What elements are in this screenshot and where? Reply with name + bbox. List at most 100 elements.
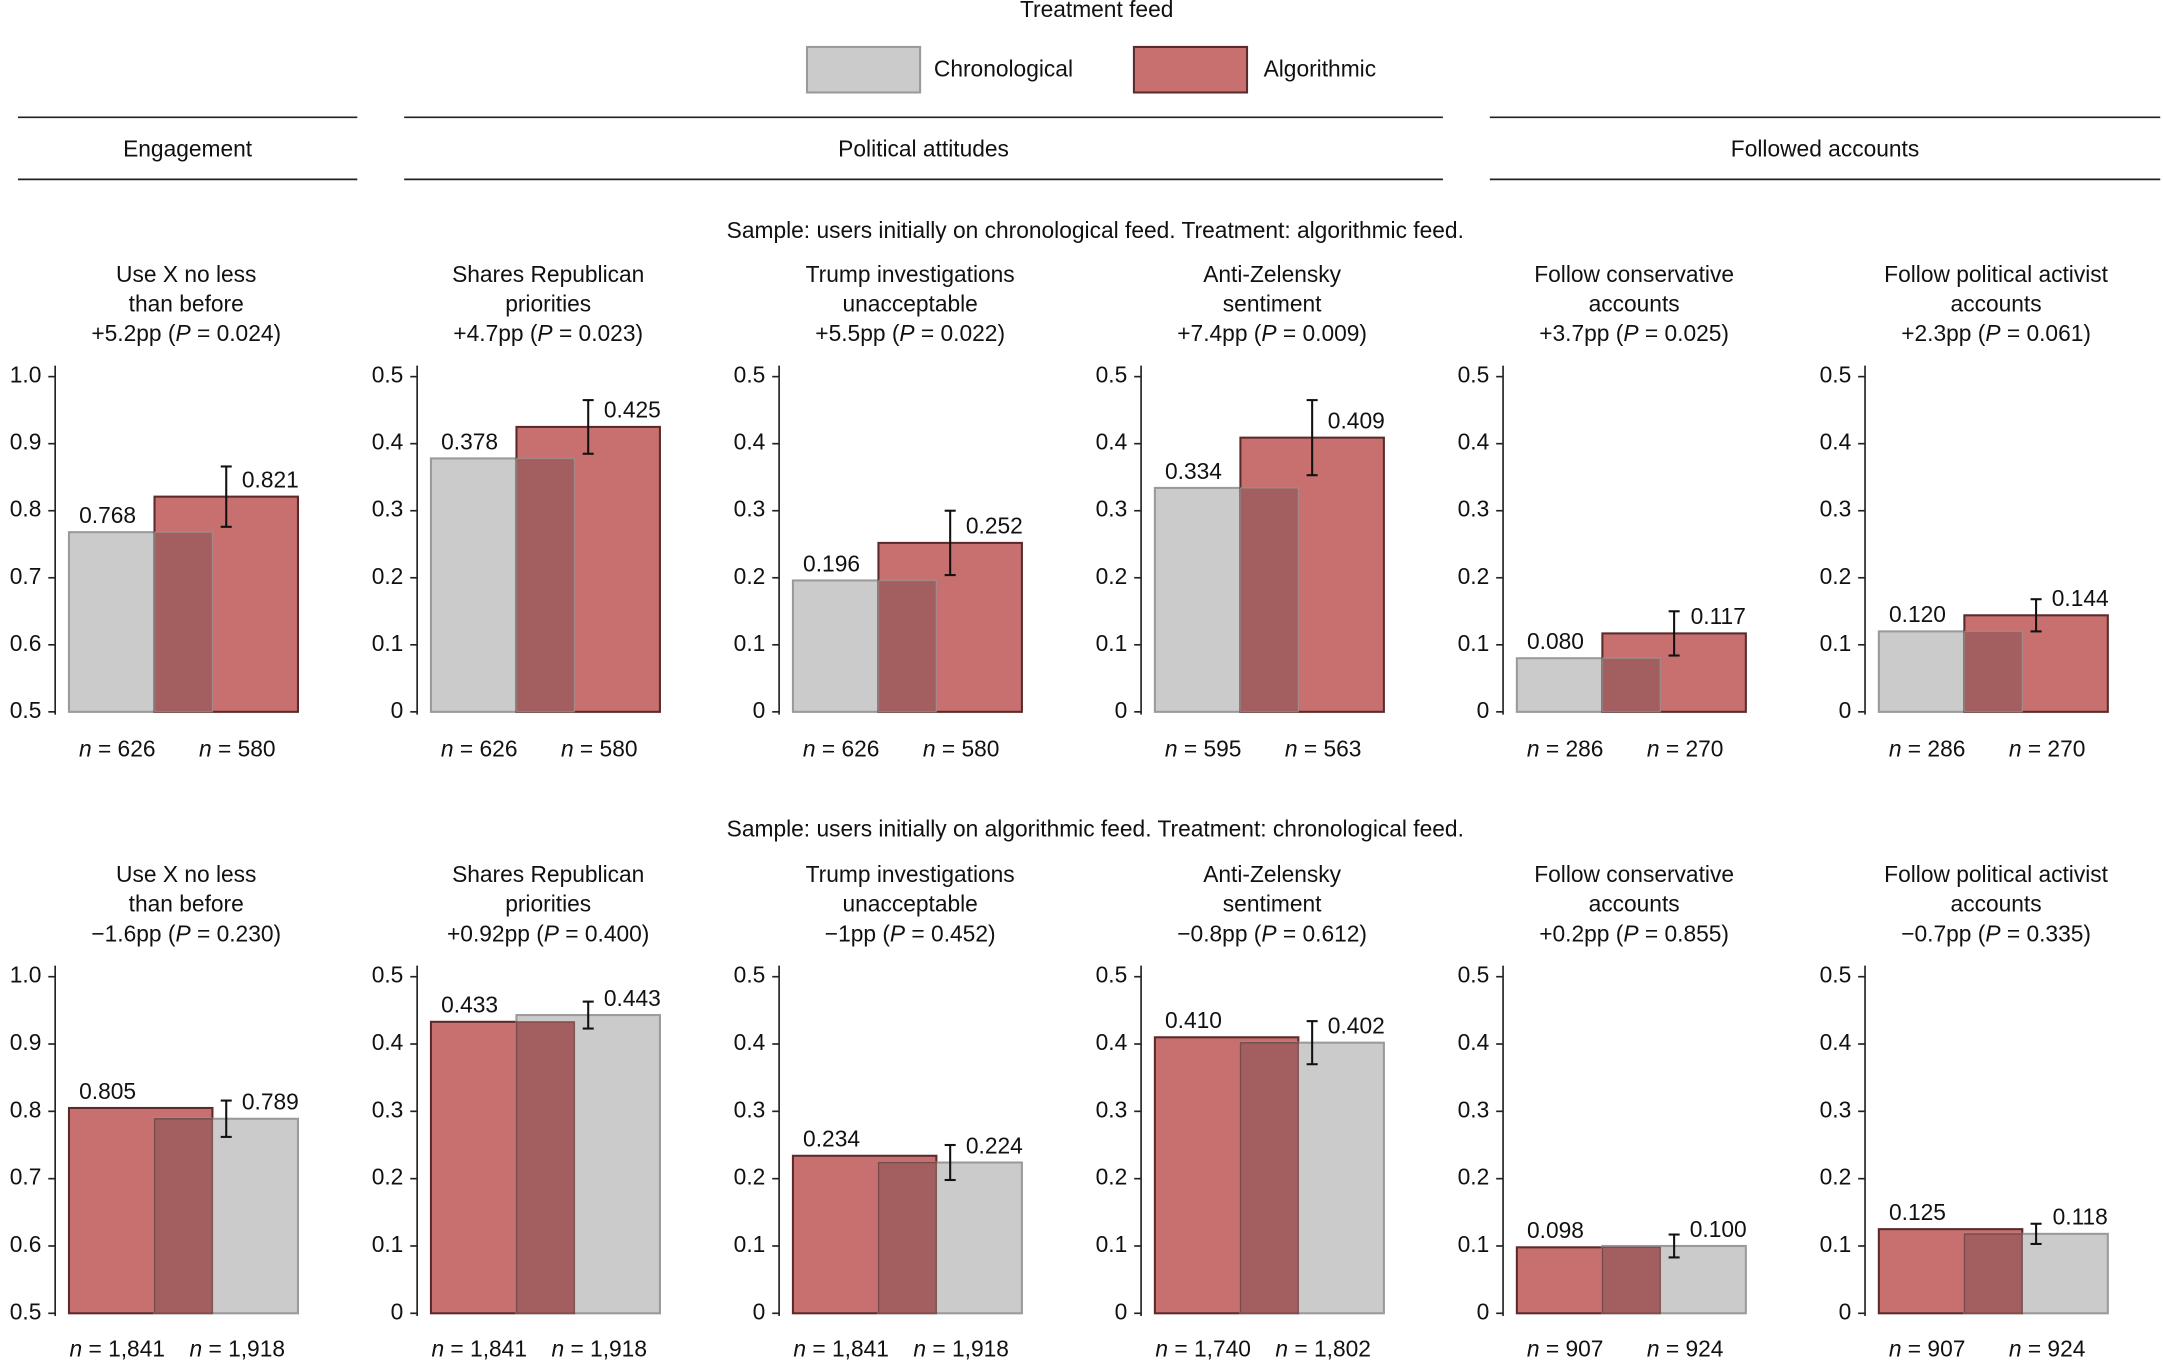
value-label: 0.805 bbox=[79, 1078, 136, 1104]
y-tick-label: 0.1 bbox=[1820, 1231, 1852, 1257]
y-tick-label: 0.6 bbox=[10, 630, 42, 656]
panel-title: priorities bbox=[505, 291, 591, 317]
panel-subtitle: +3.7pp (P = 0.025) bbox=[1539, 320, 1729, 346]
panel-subtitle: +7.4pp (P = 0.009) bbox=[1177, 320, 1367, 346]
y-tick-label: 0.3 bbox=[734, 1096, 766, 1122]
value-label: 0.098 bbox=[1527, 1217, 1584, 1243]
panel-title: Trump investigations bbox=[806, 861, 1015, 887]
value-label: 0.125 bbox=[1889, 1199, 1946, 1225]
x-tick-label: n = 626 bbox=[441, 735, 518, 761]
y-tick-label: 0.8 bbox=[10, 496, 42, 522]
y-tick-label: 0.3 bbox=[372, 496, 404, 522]
value-label: 0.080 bbox=[1527, 628, 1584, 654]
panel-subtitle: −0.8pp (P = 0.612) bbox=[1177, 920, 1367, 946]
panel-subtitle: −1.6pp (P = 0.230) bbox=[91, 920, 281, 946]
y-tick-label: 0.1 bbox=[372, 1231, 404, 1257]
bar-overlap bbox=[1239, 487, 1300, 713]
y-tick-label: 0.1 bbox=[734, 1231, 766, 1257]
y-tick-label: 0 bbox=[753, 1298, 766, 1324]
y-tick-label: 0.5 bbox=[10, 697, 42, 723]
value-label: 0.821 bbox=[242, 466, 299, 492]
y-tick-label: 0 bbox=[1839, 697, 1852, 723]
panel-title: Follow political activist bbox=[1884, 861, 2108, 887]
y-tick-label: 0.7 bbox=[10, 1164, 42, 1190]
y-tick-label: 0.3 bbox=[1096, 1096, 1128, 1122]
value-label: 0.144 bbox=[2052, 585, 2109, 611]
x-tick-label: n = 924 bbox=[2009, 1336, 2086, 1362]
panel-title: Anti-Zelensky bbox=[1203, 261, 1341, 287]
x-tick-label: n = 924 bbox=[1647, 1336, 1724, 1362]
panel-subtitle: +0.92pp (P = 0.400) bbox=[447, 920, 649, 946]
x-tick-label: n = 563 bbox=[1285, 735, 1362, 761]
bar-overlap bbox=[1239, 1041, 1300, 1314]
y-tick-label: 0.2 bbox=[1458, 563, 1490, 589]
panel-title: than before bbox=[129, 891, 244, 917]
y-tick-label: 0.5 bbox=[10, 1298, 42, 1324]
y-tick-label: 0.1 bbox=[372, 630, 404, 656]
panel-title: Follow conservative bbox=[1534, 261, 1734, 287]
value-label: 0.196 bbox=[803, 550, 860, 576]
value-label: 0.224 bbox=[966, 1132, 1023, 1158]
y-tick-label: 0.4 bbox=[1458, 429, 1490, 455]
y-tick-label: 0.3 bbox=[734, 496, 766, 522]
x-tick-label: n = 595 bbox=[1165, 735, 1242, 761]
y-tick-label: 0.1 bbox=[1458, 630, 1490, 656]
value-label: 0.410 bbox=[1165, 1007, 1222, 1033]
panel-title: unacceptable bbox=[842, 891, 977, 917]
x-tick-label: n = 1,918 bbox=[190, 1336, 286, 1362]
bar-overlap bbox=[515, 457, 576, 713]
x-tick-label: n = 270 bbox=[2009, 735, 2086, 761]
value-label: 0.402 bbox=[1328, 1013, 1385, 1039]
panel-subtitle: +5.5pp (P = 0.022) bbox=[815, 320, 1005, 346]
panel-title: priorities bbox=[505, 891, 591, 917]
y-tick-label: 0.2 bbox=[1096, 563, 1128, 589]
y-tick-label: 0.2 bbox=[734, 563, 766, 589]
x-tick-label: n = 626 bbox=[803, 735, 880, 761]
y-tick-label: 0.4 bbox=[1458, 1029, 1490, 1055]
panel-title: unacceptable bbox=[842, 291, 977, 317]
y-tick-label: 0.2 bbox=[1096, 1164, 1128, 1190]
x-tick-label: n = 286 bbox=[1889, 735, 1966, 761]
x-tick-label: n = 270 bbox=[1647, 735, 1724, 761]
y-tick-label: 0.4 bbox=[372, 429, 404, 455]
y-tick-label: 0.1 bbox=[734, 630, 766, 656]
group-title: Political attitudes bbox=[838, 135, 1009, 161]
y-tick-label: 0.9 bbox=[10, 429, 42, 455]
y-tick-label: 0.3 bbox=[1458, 496, 1490, 522]
y-tick-label: 0.3 bbox=[1096, 496, 1128, 522]
x-tick-label: n = 1,841 bbox=[69, 1336, 165, 1362]
sample-label: Sample: users initially on chronological… bbox=[727, 217, 1464, 243]
value-label: 0.409 bbox=[1328, 407, 1385, 433]
legend-swatch bbox=[805, 45, 922, 94]
y-tick-label: 0 bbox=[1477, 1298, 1490, 1324]
value-label: 0.768 bbox=[79, 502, 136, 528]
y-tick-label: 0.9 bbox=[10, 1029, 42, 1055]
y-tick-label: 0.2 bbox=[372, 1164, 404, 1190]
y-tick-label: 0.1 bbox=[1820, 630, 1852, 656]
value-label: 0.100 bbox=[1690, 1216, 1747, 1242]
panel-subtitle: +4.7pp (P = 0.023) bbox=[453, 320, 643, 346]
x-tick-label: n = 1,802 bbox=[1275, 1336, 1371, 1362]
panel-title: Trump investigations bbox=[806, 261, 1015, 287]
y-tick-label: 0.1 bbox=[1458, 1231, 1490, 1257]
y-tick-label: 0 bbox=[391, 1298, 404, 1324]
y-tick-label: 0 bbox=[1839, 1298, 1852, 1324]
panel-title: Shares Republican bbox=[452, 261, 644, 287]
group-title: Followed accounts bbox=[1731, 135, 1919, 161]
x-tick-label: n = 580 bbox=[199, 735, 276, 761]
value-label: 0.789 bbox=[242, 1089, 299, 1115]
x-tick-label: n = 1,918 bbox=[551, 1336, 647, 1362]
x-tick-label: n = 626 bbox=[79, 735, 156, 761]
panel-title: accounts bbox=[1951, 891, 2042, 917]
y-tick-label: 0.6 bbox=[10, 1231, 42, 1257]
value-label: 0.443 bbox=[604, 985, 661, 1011]
y-tick-label: 0.4 bbox=[372, 1029, 404, 1055]
y-tick-label: 0.8 bbox=[10, 1096, 42, 1122]
value-label: 0.234 bbox=[803, 1126, 860, 1152]
panel-title: accounts bbox=[1589, 291, 1680, 317]
y-tick-label: 0.5 bbox=[1096, 362, 1128, 388]
y-tick-label: 0.7 bbox=[10, 563, 42, 589]
y-tick-label: 0.5 bbox=[1458, 962, 1490, 988]
